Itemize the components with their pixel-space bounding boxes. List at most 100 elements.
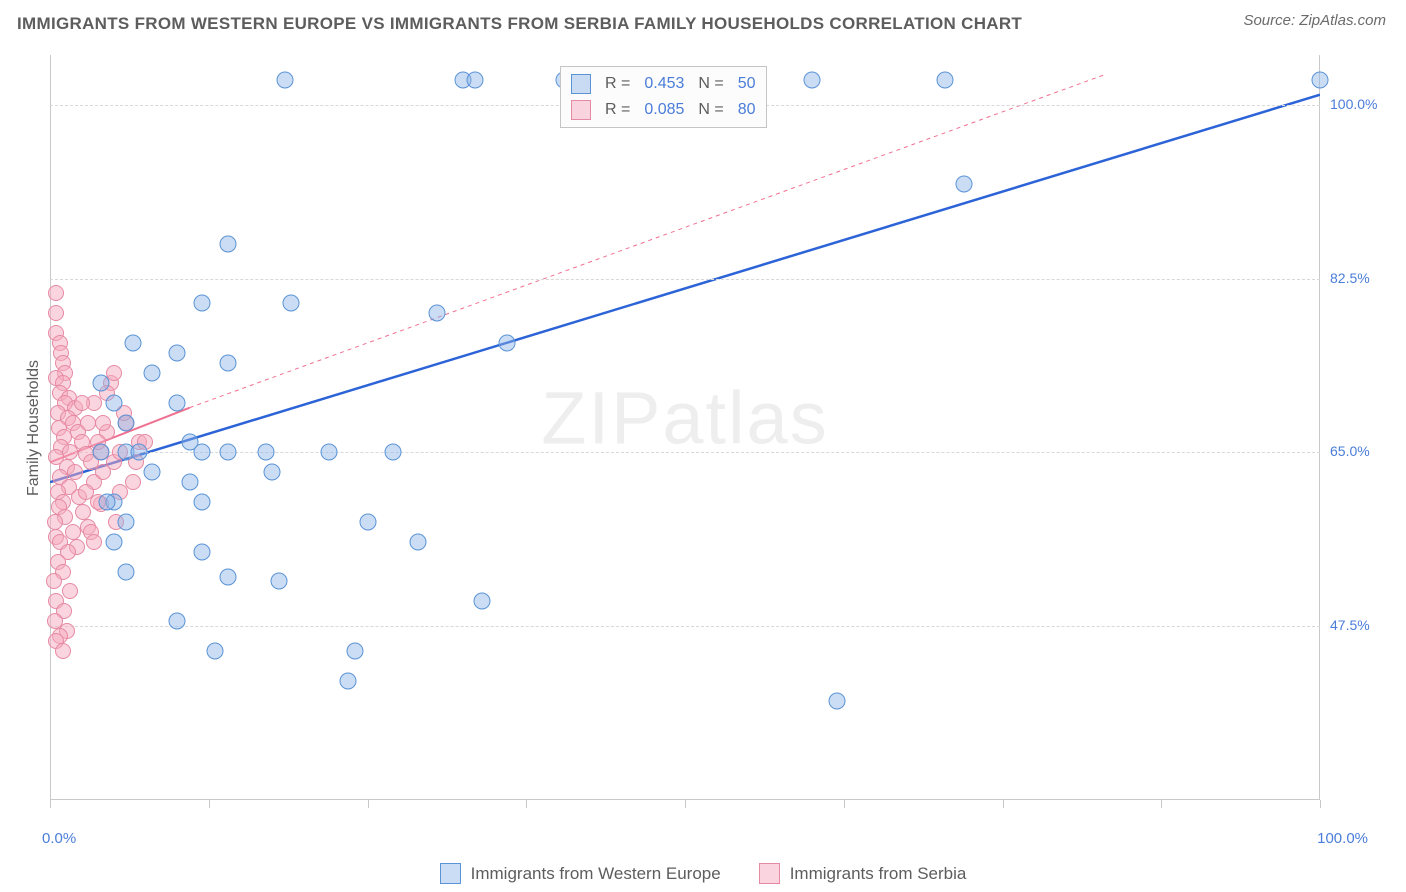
legend-label-blue: Immigrants from Western Europe: [471, 864, 721, 884]
scatter-point: [118, 563, 135, 580]
x-tick-label-min: 0.0%: [42, 830, 76, 847]
scatter-point: [92, 444, 109, 461]
scatter-point: [55, 643, 71, 659]
scatter-point: [499, 335, 516, 352]
y-tick-label: 100.0%: [1330, 96, 1390, 112]
legend-item-pink: Immigrants from Serbia: [759, 863, 967, 884]
y-tick-label: 82.5%: [1330, 270, 1390, 286]
scatter-point: [194, 494, 211, 511]
scatter-point: [410, 533, 427, 550]
x-tick: [209, 800, 210, 808]
scatter-point: [80, 415, 96, 431]
y-tick-label: 65.0%: [1330, 443, 1390, 459]
y-tick-label: 47.5%: [1330, 617, 1390, 633]
scatter-point: [804, 71, 821, 88]
scatter-point: [67, 464, 83, 480]
scatter-point: [78, 484, 94, 500]
scatter-point: [1312, 71, 1329, 88]
scatter-point: [283, 295, 300, 312]
x-tick: [368, 800, 369, 808]
scatter-point: [257, 444, 274, 461]
scatter-point: [169, 345, 186, 362]
r-value-pink: 0.085: [644, 101, 684, 119]
scatter-point: [219, 235, 236, 252]
x-tick: [1161, 800, 1162, 808]
scatter-point: [346, 643, 363, 660]
x-tick-label-max: 100.0%: [1317, 830, 1368, 847]
scatter-point: [359, 513, 376, 530]
correlation-legend-row-pink: R = 0.085 N = 80: [571, 97, 756, 123]
scatter-point: [194, 444, 211, 461]
scatter-point: [143, 464, 160, 481]
scatter-point: [219, 568, 236, 585]
scatter-point: [62, 583, 78, 599]
watermark-thin: atlas: [662, 376, 828, 459]
x-tick: [685, 800, 686, 808]
scatter-point: [74, 395, 90, 411]
watermark: ZIPatlas: [541, 375, 828, 460]
scatter-point: [99, 494, 116, 511]
legend-item-blue: Immigrants from Western Europe: [440, 863, 721, 884]
scatter-point: [124, 335, 141, 352]
scatter-point: [937, 71, 954, 88]
x-tick: [526, 800, 527, 808]
correlation-legend-row-blue: R = 0.453 N = 50: [571, 71, 756, 97]
scatter-point: [194, 295, 211, 312]
scatter-point: [48, 305, 64, 321]
scatter-point: [194, 543, 211, 560]
scatter-point: [467, 71, 484, 88]
scatter-point: [130, 444, 147, 461]
scatter-point: [86, 534, 102, 550]
legend-bottom: Immigrants from Western Europe Immigrant…: [0, 863, 1406, 884]
scatter-point: [48, 285, 64, 301]
correlation-legend: R = 0.453 N = 50 R = 0.085 N = 80: [560, 66, 767, 128]
scatter-point: [181, 474, 198, 491]
n-value-blue: 50: [738, 75, 756, 93]
scatter-point: [92, 374, 109, 391]
scatter-point: [169, 613, 186, 630]
scatter-point: [46, 573, 62, 589]
grid-line-h: [50, 452, 1320, 453]
scatter-point: [75, 504, 91, 520]
swatch-pink: [759, 863, 780, 884]
scatter-point: [340, 672, 357, 689]
scatter-point: [169, 394, 186, 411]
plot-area: ZIPatlas: [50, 55, 1320, 800]
scatter-point: [429, 305, 446, 322]
scatter-point: [473, 593, 490, 610]
scatter-point: [264, 464, 281, 481]
n-label: N =: [698, 75, 723, 93]
y-axis-line-right: [1319, 55, 1320, 800]
scatter-point: [105, 533, 122, 550]
swatch-pink: [571, 100, 591, 120]
y-axis-label-wrap: Family Households: [24, 55, 44, 800]
grid-line-h: [50, 626, 1320, 627]
scatter-point: [118, 513, 135, 530]
scatter-point: [219, 354, 236, 371]
scatter-point: [143, 364, 160, 381]
chart-title: IMMIGRANTS FROM WESTERN EUROPE VS IMMIGR…: [17, 14, 1022, 34]
source-attribution: Source: ZipAtlas.com: [1243, 12, 1386, 29]
scatter-point: [270, 573, 287, 590]
x-tick: [1003, 800, 1004, 808]
x-tick: [844, 800, 845, 808]
scatter-point: [956, 176, 973, 193]
r-label: R =: [605, 101, 630, 119]
x-tick: [50, 800, 51, 808]
scatter-point: [321, 444, 338, 461]
scatter-point: [125, 474, 141, 490]
n-label: N =: [698, 101, 723, 119]
r-label: R =: [605, 75, 630, 93]
scatter-point: [276, 71, 293, 88]
scatter-point: [95, 464, 111, 480]
r-value-blue: 0.453: [644, 75, 684, 93]
legend-label-pink: Immigrants from Serbia: [790, 864, 967, 884]
scatter-point: [105, 394, 122, 411]
scatter-point: [207, 643, 224, 660]
scatter-point: [62, 444, 78, 460]
x-tick: [1320, 800, 1321, 808]
chart-container: IMMIGRANTS FROM WESTERN EUROPE VS IMMIGR…: [0, 0, 1406, 892]
scatter-point: [384, 444, 401, 461]
trend-lines-svg: [50, 55, 1320, 800]
swatch-blue: [571, 74, 591, 94]
